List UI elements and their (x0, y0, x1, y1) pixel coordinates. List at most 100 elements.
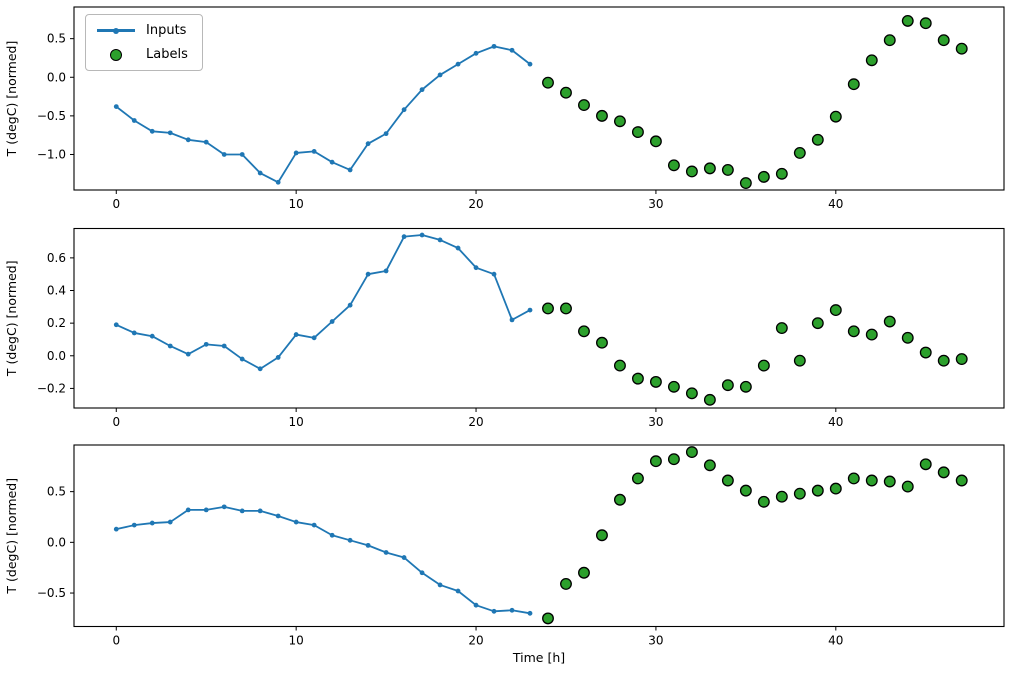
input-point (329, 532, 335, 538)
y-tick-label: 0.5 (47, 485, 66, 499)
label-point (847, 472, 860, 485)
label-point (847, 78, 860, 91)
legend: Inputs Labels (85, 14, 203, 71)
input-point (509, 47, 515, 53)
label-point (883, 34, 896, 47)
label-point (901, 331, 914, 344)
input-point (167, 343, 173, 349)
input-point (491, 608, 497, 614)
label-point (649, 375, 662, 388)
input-point (401, 234, 407, 240)
input-point (239, 508, 245, 514)
label-point (596, 109, 608, 122)
input-point (437, 72, 443, 78)
label-point (560, 302, 572, 315)
inputs-line (115, 45, 531, 184)
label-point (721, 379, 734, 392)
input-point (365, 542, 371, 548)
label-point (955, 42, 968, 55)
input-point (167, 130, 173, 136)
input-point (383, 268, 389, 274)
y-tick-label: 0.4 (47, 284, 66, 298)
subplot-3-axes: 0 10 20 30 40 0.5 0.0 −0.5 T (degC) [normed] Time… (4, 444, 1005, 665)
label-point (667, 159, 680, 172)
axes-frame (73, 444, 1005, 628)
x-tick-label: 40 (828, 197, 843, 211)
label-point (578, 566, 590, 579)
input-point (455, 61, 461, 67)
label-point (685, 165, 698, 178)
x-tick-label: 0 (112, 415, 120, 429)
label-point (649, 135, 662, 148)
label-point (775, 490, 788, 503)
input-point (437, 237, 443, 243)
input-point (527, 610, 533, 616)
input-point (293, 519, 299, 525)
label-point (955, 474, 968, 487)
input-point (131, 118, 137, 123)
label-point (919, 17, 932, 30)
label-point (739, 177, 752, 190)
input-point (419, 232, 425, 238)
input-point (347, 302, 353, 308)
y-tick-label: −0.5 (37, 586, 66, 600)
input-point (275, 513, 281, 519)
input-point (329, 159, 335, 165)
x-tick-label: 30 (648, 197, 663, 211)
input-point (239, 356, 245, 362)
label-point (793, 146, 806, 159)
label-point (865, 328, 878, 341)
input-point (257, 508, 263, 514)
input-point (149, 333, 155, 339)
label-point (847, 325, 860, 338)
label-point (685, 387, 698, 400)
input-point (221, 152, 227, 157)
label-point (793, 354, 806, 367)
label-point (542, 612, 554, 625)
label-point (811, 317, 824, 330)
label-point (829, 110, 842, 123)
y-tick-label: 0.0 (47, 535, 66, 549)
x-tick-label: 20 (468, 197, 483, 211)
legend-label-inputs: Inputs (146, 23, 187, 38)
x-tick-label: 10 (289, 197, 304, 211)
input-point (185, 351, 191, 357)
label-point (703, 162, 716, 175)
legend-item-labels: Labels (96, 44, 188, 65)
input-point (311, 335, 317, 341)
input-point (113, 526, 119, 532)
label-point (542, 76, 554, 89)
label-point (631, 472, 644, 485)
input-point (257, 170, 263, 176)
input-point (185, 507, 191, 513)
y-tick-label: 0.0 (47, 349, 66, 363)
label-point (883, 315, 896, 328)
x-tick-label: 40 (828, 634, 843, 648)
input-point (473, 265, 479, 271)
input-point (509, 317, 515, 323)
input-point (203, 139, 209, 145)
label-point (865, 474, 878, 487)
input-point (203, 341, 209, 347)
input-point (203, 507, 209, 513)
input-point (401, 555, 407, 560)
input-point (491, 271, 497, 277)
label-point (560, 86, 572, 99)
inputs-line (115, 505, 531, 615)
input-point (131, 330, 137, 336)
label-point (865, 54, 878, 67)
input-point (293, 332, 299, 337)
label-point (793, 487, 806, 500)
y-axis-label: T (degC) [normed] (4, 260, 19, 377)
input-point (329, 319, 335, 324)
input-point (509, 607, 515, 613)
input-point (167, 519, 173, 525)
input-point (257, 366, 263, 372)
input-point (365, 271, 371, 277)
label-point (811, 484, 824, 497)
label-point (757, 170, 770, 183)
label-point (667, 380, 680, 393)
label-point (739, 380, 752, 393)
labels-circle-marker-icon (96, 48, 136, 61)
label-point (649, 455, 662, 468)
